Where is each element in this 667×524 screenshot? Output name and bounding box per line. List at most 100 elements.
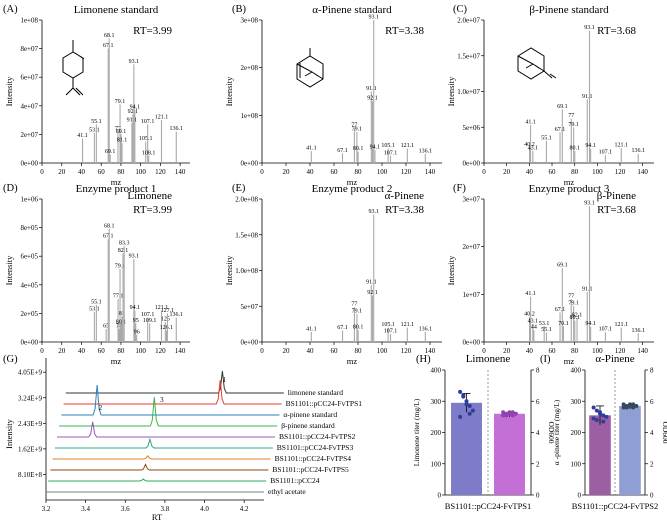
x-axis-label: mz — [111, 356, 122, 366]
y-axis-label: Limonene titer (mg/L) — [412, 398, 421, 466]
x-tick-label: 20 — [58, 347, 66, 355]
y-tick-label: 0 — [578, 492, 582, 500]
trace-label: BS1101::pCC24-FvTPS5 — [272, 465, 349, 474]
peak-label: 136.1 — [170, 126, 184, 132]
y-tick-label: 1.62E+9 — [18, 445, 42, 453]
peak-label: 121.1 — [155, 115, 169, 121]
titer-bar — [451, 402, 482, 495]
peak-label: 67.1 — [555, 307, 566, 313]
peak-label: 79.1 — [568, 300, 579, 306]
y-tick-label: 1e+07 — [462, 291, 480, 299]
x-tick-label: 0 — [40, 168, 44, 176]
peak-label: 67.1 — [337, 325, 348, 331]
y-tick-label: 0e+00 — [240, 339, 258, 347]
panel-letter: (B) — [232, 4, 247, 15]
peak-label: 94.1 — [130, 305, 141, 311]
y-tick-label: 1.5e+07 — [457, 52, 480, 60]
y2-axis-label: OD600 — [661, 421, 667, 443]
peak-label: 94.1 — [585, 321, 596, 327]
chromatogram-trace — [63, 379, 282, 405]
peak-label: 79.1 — [568, 122, 579, 128]
ms-panel-b: (B) α-Pinene standard RT=3.38 0e+00 1e+08 2e+… — [224, 4, 442, 187]
x-tick-label: 80 — [571, 168, 579, 176]
y-tick-label: 1.0e+08 — [235, 267, 258, 275]
x-tick-label: 0 — [40, 347, 44, 355]
x-tick-label: 120 — [155, 168, 166, 176]
trace-label: BS1101::pCC24-FvTPS2 — [279, 432, 356, 441]
x-tick-label: 20 — [58, 168, 66, 176]
x-tick-label: 60 — [331, 168, 339, 176]
y2-tick-label: 4 — [536, 429, 540, 437]
y-tick-label: 8e+07 — [20, 45, 38, 53]
od600-point — [513, 411, 518, 416]
od600-point — [504, 413, 509, 418]
x-axis-label: mz — [347, 177, 358, 187]
x-tick-label: 3.4 — [81, 505, 90, 513]
peak-label: 79.1 — [352, 309, 363, 315]
peak-label: 67.1 — [337, 148, 348, 154]
y-tick-label: 8.10E+8 — [18, 471, 42, 479]
ms-panel-d: (D) Enzyme product 1 RT=3.99 Limonene 0e+00 2… — [3, 183, 190, 366]
ms-panel-a: (A) Limonene standard RT=3.99 0e+00 2e+07 4e+… — [3, 4, 190, 187]
peak-label: 44 — [531, 325, 537, 331]
peak-label: 78 — [116, 324, 122, 330]
peak-label: 93.1 — [584, 25, 595, 31]
panel-letter: (D) — [3, 183, 18, 194]
x-tick-label: 100 — [377, 168, 388, 176]
peak-label: 77 — [568, 294, 574, 300]
x-tick-label: 140 — [637, 168, 648, 176]
x-tick-label: 120 — [615, 347, 626, 355]
titer-point — [598, 410, 602, 415]
x-tick-label: 3.8 — [161, 505, 170, 513]
peak-label: 41.1 — [306, 326, 317, 332]
panel-title: α-Pinene standard — [312, 4, 392, 16]
peak-label: 105.1 — [381, 143, 395, 149]
peak-label: 93.1 — [129, 59, 140, 65]
chromatogram-trace — [52, 454, 271, 460]
titer-point — [601, 419, 606, 424]
y-tick-label: 1e+08 — [20, 17, 38, 25]
x-axis-label: BS1101::pCC24-FvTPS2 — [572, 501, 659, 511]
peak-label: 107.1 — [384, 329, 398, 335]
peak-label: 96 — [134, 329, 140, 335]
x-tick-label: 40 — [78, 168, 86, 176]
trace-label: limonene standard — [288, 388, 343, 397]
x-tick-label: 80 — [355, 347, 363, 355]
peak-label: 81.1 — [117, 137, 128, 143]
peak-label: 80.1 — [353, 324, 364, 330]
peak-label: 81 — [119, 311, 125, 317]
x-tick-label: 120 — [615, 168, 626, 176]
peak-label: 94.1 — [370, 145, 381, 151]
peak-label: 40.2 — [524, 142, 535, 148]
od600-bar — [619, 405, 641, 495]
peak-marker: 2 — [99, 404, 103, 412]
x-axis-label: mz — [564, 177, 575, 187]
titer-point — [594, 418, 599, 422]
x-tick-label: 20 — [503, 347, 511, 355]
y2-tick-label: 2 — [536, 460, 540, 468]
compound-name: β-Pinene — [597, 190, 636, 202]
peak-label: 69.1 — [105, 149, 116, 155]
x-tick-label: 120 — [155, 347, 166, 355]
x-tick-label: 140 — [175, 168, 186, 176]
y-tick-label: 2.0e+08 — [235, 196, 258, 204]
y-tick-label: 300 — [571, 398, 582, 406]
y-tick-label: 5e+06 — [462, 124, 480, 132]
retention-time: RT=3.38 — [385, 25, 424, 37]
x-tick-label: 80 — [355, 168, 363, 176]
y-tick-label: 100 — [431, 460, 442, 468]
x-tick-label: 120 — [401, 347, 412, 355]
ms-panel-f: (F) Enzyme product 3 RT=3.68 β-Pinene 0e+00 1… — [446, 183, 654, 366]
y-tick-label: 2e+08 — [240, 64, 258, 72]
trace-label: BS1101::pCC24-FvTPS3 — [277, 443, 354, 452]
peak-label: 107.1 — [384, 150, 398, 156]
peak-label: 67.1 — [555, 127, 566, 133]
peak-label: 80.1 — [570, 315, 581, 321]
x-axis-label: BS1101::pCC24-FvTPS1 — [445, 501, 532, 511]
peak-marker: 3 — [160, 396, 164, 404]
x-tick-label: 60 — [549, 347, 557, 355]
peak-label: 107.1 — [141, 119, 155, 125]
od600-point — [621, 405, 626, 410]
peak-label: 94.1 — [130, 105, 141, 111]
